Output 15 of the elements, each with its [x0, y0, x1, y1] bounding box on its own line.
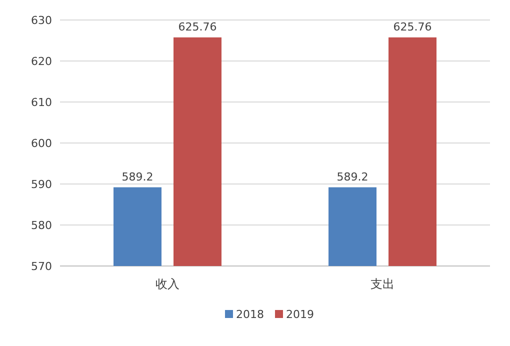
y-tick-label: 630 — [31, 14, 52, 27]
data-label: 589.2 — [122, 170, 154, 184]
y-tick-label: 620 — [31, 55, 52, 68]
y-tick-label: 600 — [31, 137, 52, 150]
x-tick-label: 收入 — [156, 277, 180, 291]
y-tick-label: 610 — [31, 96, 52, 109]
data-label: 589.2 — [336, 170, 368, 184]
data-label: 625.76 — [393, 20, 432, 34]
y-tick-label: 570 — [31, 260, 52, 273]
x-tick-label: 支出 — [370, 277, 394, 291]
legend-label: 2019 — [286, 308, 314, 321]
y-tick-label: 590 — [31, 178, 52, 191]
data-label: 625.76 — [178, 20, 217, 34]
y-tick-label: 580 — [31, 219, 52, 232]
legend-label: 2018 — [236, 308, 264, 321]
